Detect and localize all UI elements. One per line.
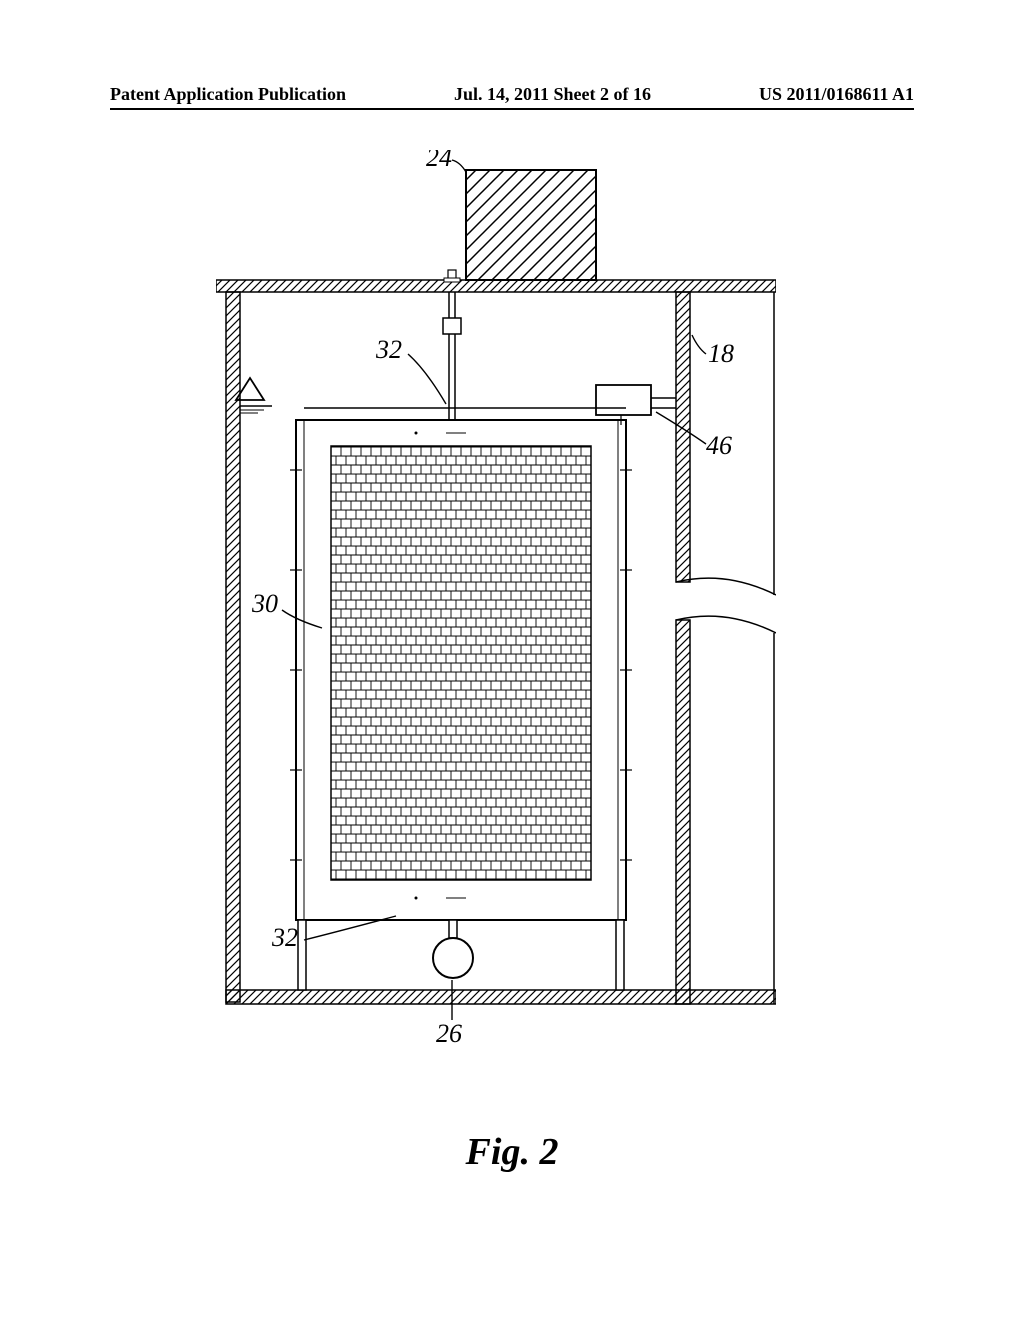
- figure-caption: Fig. 2: [0, 1130, 1024, 1174]
- label-26: 26: [436, 1019, 462, 1048]
- label-46: 46: [706, 431, 732, 460]
- header-center: Jul. 14, 2011 Sheet 2 of 16: [454, 84, 651, 105]
- label-30: 30: [251, 589, 278, 618]
- figure-svg: 24 32 18 46 30 32 26: [216, 150, 776, 1050]
- page-header: Patent Application Publication Jul. 14, …: [0, 84, 1024, 105]
- label-24: 24: [426, 150, 452, 172]
- label-18: 18: [708, 339, 734, 368]
- label-32-lower: 32: [271, 923, 298, 952]
- header-rule: [110, 108, 914, 110]
- header-right: US 2011/0168611 A1: [759, 84, 914, 105]
- patent-figure: 24 32 18 46 30 32 26: [216, 150, 776, 1050]
- header-left: Patent Application Publication: [110, 84, 346, 105]
- label-32-upper: 32: [375, 335, 402, 364]
